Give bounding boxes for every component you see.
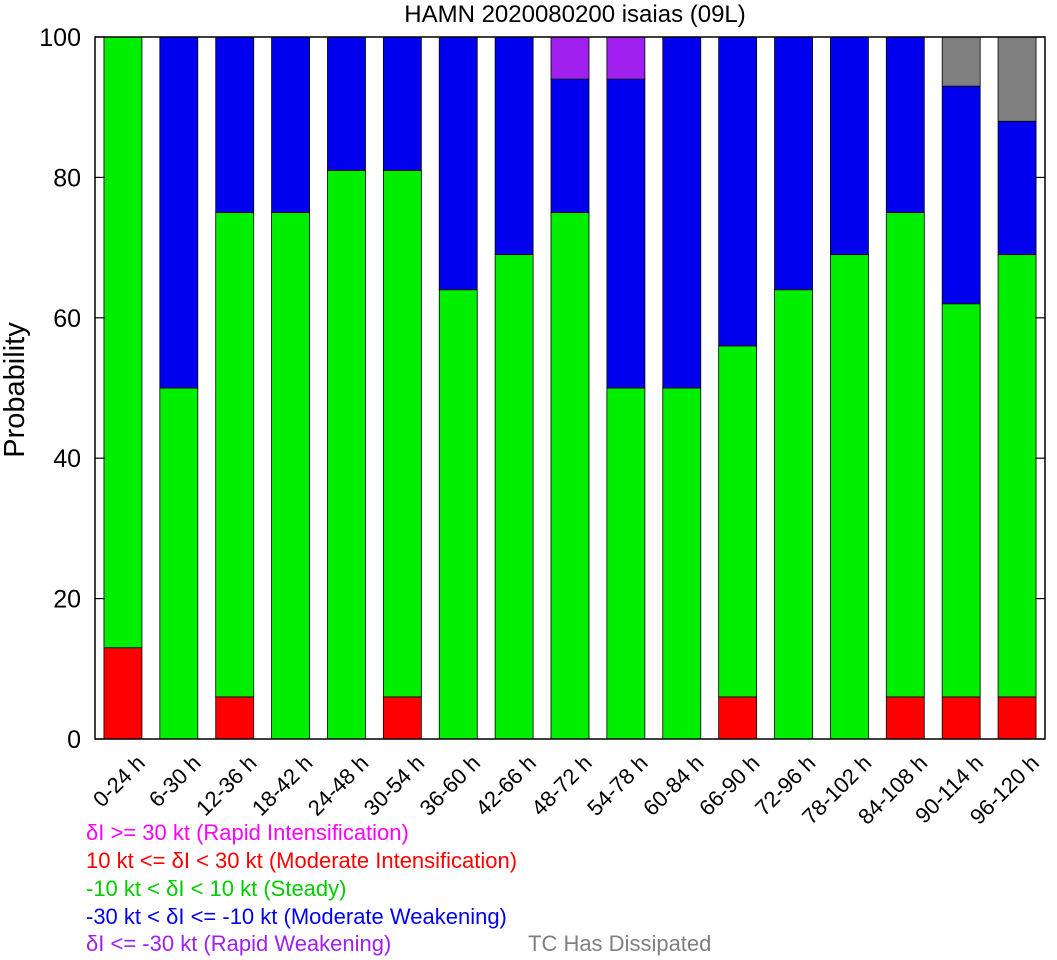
y-tick-label: 0: [67, 726, 81, 754]
y-axis-label: Probability: [0, 322, 31, 458]
bar-segment-steady-11: [718, 345, 758, 698]
y-tick-label: 60: [53, 305, 81, 333]
x-tick-label: 30-54 h: [359, 750, 429, 820]
bar-segment-mod_weak-9: [606, 78, 646, 389]
bar-segment-steady-2: [215, 212, 255, 698]
y-tick-label: 40: [53, 445, 81, 473]
legend-moderate-weakening: -30 kt < δI <= -10 kt (Moderate Weakenin…: [86, 904, 507, 929]
x-tick-label: 12-36 h: [191, 750, 261, 820]
x-tick-label: 36-60 h: [415, 750, 485, 820]
bar-segment-steady-10: [662, 387, 702, 740]
y-tick-label: 80: [53, 164, 81, 192]
bar-segment-mod_int-16: [997, 696, 1037, 740]
legend-rapid-intensification: δI >= 30 kt (Rapid Intensification): [86, 820, 409, 845]
x-tick-label: 60-84 h: [638, 750, 708, 820]
bar-segment-steady-4: [327, 169, 366, 740]
bar-segment-mod_weak-3: [271, 36, 310, 213]
legend-dissipated: TC Has Dissipated: [528, 931, 712, 956]
bar-segment-steady-13: [830, 254, 869, 740]
bar-segment-steady-14: [885, 212, 925, 698]
bar-segment-mod_int-11: [718, 696, 758, 740]
x-tick-label: 54-78 h: [582, 750, 652, 820]
bar-segment-mod_int-2: [215, 696, 255, 740]
bar-segment-mod_int-15: [941, 696, 981, 740]
bar-segment-rapid_weak-8: [550, 36, 590, 80]
bar-segment-mod_weak-10: [662, 36, 702, 389]
x-tick-label: 24-48 h: [303, 750, 373, 820]
x-tick-label: 18-42 h: [247, 750, 317, 820]
legend-rapid-weakening: δI <= -30 kt (Rapid Weakening): [86, 931, 392, 956]
bar-segment-steady-1: [159, 387, 199, 740]
bar-segment-mod_weak-15: [941, 85, 981, 305]
x-tick-label: 48-72 h: [526, 750, 596, 820]
bar-segment-mod_int-0: [103, 647, 143, 740]
x-tick-label: 0-24 h: [88, 750, 150, 812]
bar-segment-mod_weak-8: [550, 78, 590, 213]
bar-segment-mod_weak-2: [215, 36, 255, 213]
bar-segment-mod_weak-6: [438, 36, 478, 291]
bar-segment-steady-8: [550, 212, 590, 740]
legend-moderate-intensification: 10 kt <= δI < 30 kt (Moderate Intensific…: [86, 848, 518, 873]
plot-frame: [94, 36, 1046, 740]
bar-segment-mod_weak-4: [327, 36, 366, 171]
bar-segment-steady-0: [103, 36, 143, 649]
bar-segment-steady-7: [494, 254, 534, 740]
bar-segment-mod_weak-5: [382, 36, 422, 171]
bar-segment-dissipated-16: [997, 36, 1037, 122]
bar-segment-mod_int-14: [885, 696, 925, 740]
legend-steady: -10 kt < δI < 10 kt (Steady): [86, 876, 347, 901]
chart-title: HAMN 2020080200 isaias (09L): [404, 1, 746, 28]
bar-segment-rapid_weak-9: [606, 36, 646, 80]
bar-segment-steady-12: [774, 289, 813, 740]
bar-segment-mod_int-5: [382, 696, 422, 740]
bar-segment-mod_weak-13: [830, 36, 869, 256]
bars-layer: [103, 36, 1037, 740]
bar-segment-mod_weak-11: [718, 36, 758, 347]
x-tick-label: 66-90 h: [694, 750, 764, 820]
bar-segment-dissipated-15: [941, 36, 981, 87]
bar-segment-mod_weak-14: [885, 36, 925, 213]
y-tick-label: 100: [39, 24, 81, 52]
bar-segment-mod_weak-1: [159, 36, 199, 389]
bar-segment-steady-16: [997, 254, 1037, 698]
bar-segment-steady-15: [941, 303, 981, 698]
bar-segment-steady-6: [438, 289, 478, 740]
bar-segment-mod_weak-7: [494, 36, 534, 256]
bar-segment-steady-5: [382, 169, 422, 698]
bar-segment-mod_weak-16: [997, 120, 1037, 256]
bar-segment-mod_weak-12: [774, 36, 813, 291]
x-tick-label: 42-66 h: [471, 750, 541, 820]
bar-segment-steady-3: [271, 212, 310, 740]
bar-segment-steady-9: [606, 387, 646, 740]
y-tick-label: 20: [53, 586, 81, 614]
